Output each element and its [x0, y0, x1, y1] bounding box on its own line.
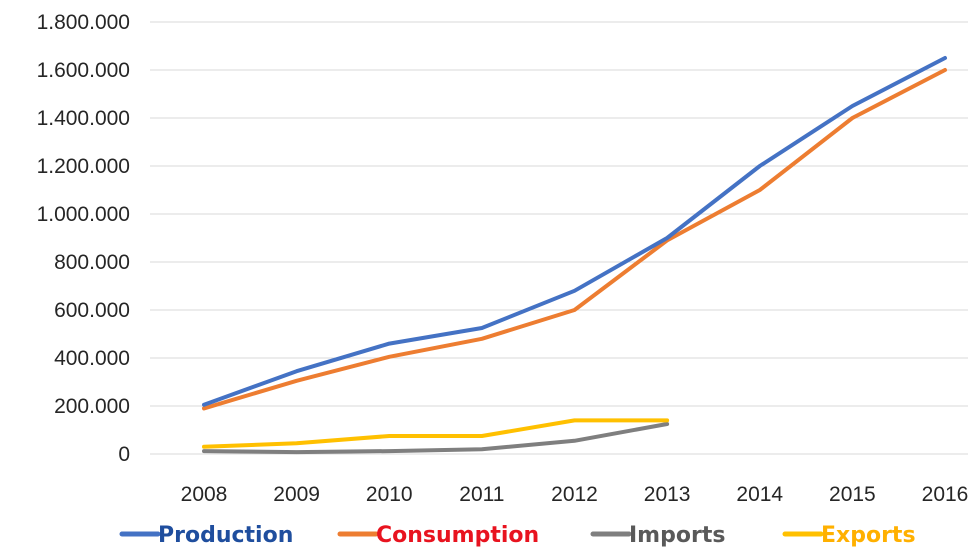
y-tick-label: 1.200.000 — [37, 155, 130, 178]
series-line-production — [202, 56, 947, 407]
x-tick-label: 2008 — [181, 483, 228, 506]
series-lines — [202, 56, 947, 455]
y-tick-label: 800.000 — [54, 251, 130, 274]
legend: Production Consumption Imports Exports — [119, 523, 916, 548]
legend-label-exports: Exports — [821, 523, 916, 548]
y-tick-label: 200.000 — [54, 395, 130, 418]
series-line-exports — [202, 418, 670, 449]
y-tick-label: 1.000.000 — [37, 203, 130, 226]
x-tick-label: 2014 — [736, 483, 783, 506]
x-tick-label: 2012 — [551, 483, 598, 506]
series-line-imports — [202, 422, 670, 455]
y-tick-label: 0 — [118, 443, 130, 466]
y-tick-label: 1.800.000 — [37, 11, 130, 34]
x-tick-label: 2010 — [366, 483, 413, 506]
x-tick-label: 2015 — [829, 483, 876, 506]
y-tick-label: 1.400.000 — [37, 107, 130, 130]
y-axis-tick-labels: 0 200.000 400.000 600.000 800.000 1.000.000 1.… — [37, 11, 130, 466]
x-axis-tick-labels: 2008 2009 2010 2011 2012 2013 2014 2015 2016 — [181, 483, 969, 506]
legend-label-imports: Imports — [629, 523, 725, 548]
x-tick-label: 2011 — [459, 483, 504, 506]
y-tick-label: 600.000 — [54, 299, 130, 322]
y-tick-label: 400.000 — [54, 347, 130, 370]
legend-label-production: Production — [158, 523, 293, 548]
legend-label-consumption: Consumption — [376, 523, 539, 548]
x-tick-label: 2009 — [273, 483, 320, 506]
y-tick-label: 1.600.000 — [37, 59, 130, 82]
gridlines — [150, 21, 968, 455]
series-line-consumption — [202, 68, 947, 411]
x-tick-label: 2013 — [644, 483, 691, 506]
x-tick-label: 2016 — [922, 483, 969, 506]
